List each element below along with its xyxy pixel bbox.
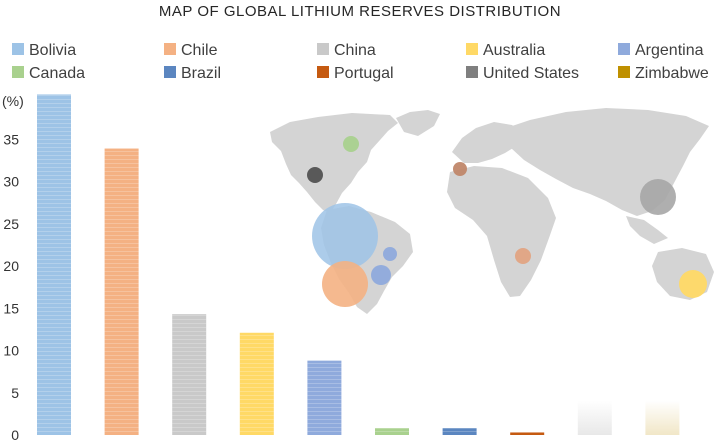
legend-label-chile: Chile (181, 42, 218, 59)
bubble-argentina (371, 265, 391, 285)
africa-landmass (447, 166, 556, 297)
bubble-canada (343, 136, 359, 152)
bar-chile-texture (104, 148, 139, 436)
bubble-zimbabwe (515, 248, 531, 264)
legend-swatch-bolivia (12, 43, 24, 55)
legend-label-china: China (334, 42, 376, 59)
legend-label-portugal: Portugal (334, 65, 394, 82)
legend-swatch-brazil (164, 66, 176, 78)
legend-label-bolivia: Bolivia (29, 42, 76, 59)
y-tick-label: 5 (11, 385, 19, 401)
y-tick-label: 20 (3, 258, 19, 274)
bubble-china (640, 179, 676, 215)
bar-united-states (577, 400, 612, 435)
legend-label-australia: Australia (483, 42, 545, 59)
bar-zimbabwe (645, 400, 680, 435)
legend: Bolivia Chile China Australia Argentina Canad… (12, 42, 709, 82)
north-america-landmass (270, 113, 398, 213)
bubble-chile (322, 261, 368, 307)
bars (37, 94, 680, 436)
map-bubbles (307, 136, 707, 307)
legend-label-brazil: Brazil (181, 65, 221, 82)
bar-argentina-texture (307, 360, 342, 435)
legend-swatch-zimbabwe (618, 66, 630, 78)
legend-swatch-china (317, 43, 329, 55)
y-tick-label: 0 (11, 427, 19, 442)
chart-title: MAP OF GLOBAL LITHIUM RESERVES DISTRIBUT… (159, 3, 561, 20)
legend-label-zimbabwe: Zimbabwe (635, 65, 709, 82)
legend-swatch-canada (12, 66, 24, 78)
bubble-bolivia (312, 203, 378, 269)
bar-canada-texture (375, 428, 409, 435)
y-tick-label: 35 (3, 131, 19, 147)
legend-swatch-australia (466, 43, 478, 55)
bubble-portugal (453, 162, 467, 176)
greenland-landmass (396, 110, 440, 136)
southeast-asia-landmass (626, 216, 668, 244)
legend-swatch-united-states (466, 66, 478, 78)
legend-swatch-chile (164, 43, 176, 55)
legend-label-canada: Canada (29, 65, 85, 82)
y-axis-ticks: 0 5 10 15 20 25 30 35 (3, 131, 19, 442)
y-tick-label: 10 (3, 343, 19, 359)
y-tick-label: 15 (3, 300, 19, 316)
bar-bolivia-texture (37, 94, 71, 435)
y-tick-label: 30 (3, 174, 19, 190)
bar-china-texture (172, 314, 207, 435)
bubble-australia (679, 270, 707, 298)
legend-swatch-portugal (317, 66, 329, 78)
bubble-argentina-2 (383, 247, 397, 261)
y-axis-label: (%) (2, 93, 24, 109)
bubble-united-states (307, 167, 323, 183)
bar-portugal (510, 432, 545, 435)
y-tick-label: 25 (3, 216, 19, 232)
legend-label-united-states: United States (483, 65, 579, 82)
legend-label-argentina: Argentina (635, 42, 704, 59)
bar-brazil-texture (442, 428, 477, 435)
bar-australia-texture (239, 332, 274, 435)
legend-swatch-argentina (618, 43, 630, 55)
